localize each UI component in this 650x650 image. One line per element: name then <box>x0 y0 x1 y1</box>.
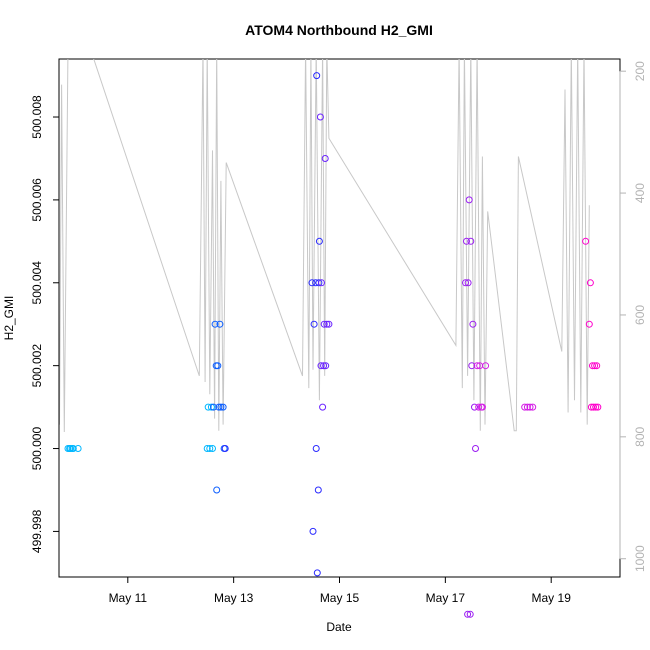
data-point <box>320 320 328 328</box>
data-point <box>472 445 479 452</box>
data-point <box>204 403 212 411</box>
data-point <box>213 486 221 494</box>
data-point <box>585 320 593 328</box>
data-point <box>478 403 486 411</box>
right-tick-label: 800 <box>633 427 647 447</box>
data-point <box>316 113 324 121</box>
depth-profile <box>59 59 590 433</box>
data-point <box>313 569 321 577</box>
x-tick-label: May 15 <box>320 591 360 605</box>
data-point <box>323 320 331 328</box>
x-axis: May 11 May 13 May 15 May 17 May 19 <box>109 576 572 605</box>
data-point <box>312 445 320 452</box>
data-point <box>217 403 225 411</box>
data-point <box>210 403 217 411</box>
data-point <box>464 279 472 287</box>
right-tick-label: 1000 <box>633 545 647 572</box>
data-point <box>69 445 77 452</box>
data-point <box>207 403 215 411</box>
data-point <box>591 362 599 370</box>
data-point <box>463 237 470 245</box>
data-point <box>521 403 529 411</box>
data-point <box>315 237 323 245</box>
x-axis-label: Date <box>326 620 352 634</box>
data-point <box>523 403 531 411</box>
data-point <box>215 403 223 411</box>
data-point <box>313 72 321 80</box>
data-point <box>465 196 473 204</box>
right-tick-label: 600 <box>633 305 647 325</box>
data-point <box>482 362 490 370</box>
data-point <box>468 362 476 370</box>
data-point <box>211 320 219 328</box>
x-tick-label: May 11 <box>109 591 148 605</box>
data-point <box>219 403 227 411</box>
data-point <box>318 279 325 287</box>
y-tick-label: 500.002 <box>30 344 44 388</box>
data-point <box>203 445 211 452</box>
y-tick-label: 500.004 <box>30 261 44 305</box>
data-point <box>319 403 327 411</box>
x-tick-label: May 13 <box>214 591 254 605</box>
data-point <box>221 445 229 452</box>
data-point <box>325 320 333 328</box>
data-point <box>317 362 325 370</box>
x-tick-label: May 19 <box>532 591 572 605</box>
data-point <box>462 279 469 287</box>
x-tick-label: May 17 <box>426 591 466 605</box>
right-tick-label: 400 <box>633 183 647 203</box>
y-tick-label: 500.006 <box>30 178 44 222</box>
chart-title: ATOM4 Northbound H2_GMI <box>245 22 433 38</box>
plot-frame <box>58 58 621 578</box>
y-axis: 499.998 500.000 500.002 500.004 500.006 500.0… <box>30 95 60 553</box>
data-points <box>64 72 602 618</box>
data-point <box>529 403 537 411</box>
data-point <box>206 445 214 452</box>
data-point <box>592 403 600 411</box>
data-point <box>594 403 602 411</box>
depth-profile-line <box>59 59 590 433</box>
data-point <box>464 610 472 618</box>
data-point <box>526 403 534 411</box>
data-point <box>310 320 318 328</box>
data-point <box>214 362 222 370</box>
y-tick-label: 500.008 <box>30 95 44 139</box>
y-tick-label: 500.000 <box>30 427 44 471</box>
data-point <box>466 610 474 618</box>
data-point <box>582 237 590 245</box>
data-point <box>467 237 475 245</box>
data-point <box>590 403 597 411</box>
data-point <box>309 527 317 535</box>
y-tick-label: 499.998 <box>30 509 44 553</box>
data-point <box>314 486 322 494</box>
data-point <box>320 362 328 370</box>
y-axis-label: H2_GMI <box>2 296 16 341</box>
data-point <box>473 362 481 370</box>
data-point <box>209 445 216 452</box>
right-tick-label: 200 <box>633 61 647 81</box>
data-point <box>593 362 601 370</box>
data-point <box>589 362 596 370</box>
data-point <box>475 403 483 411</box>
data-point <box>586 279 594 287</box>
data-point <box>471 403 478 411</box>
data-point <box>315 279 323 287</box>
right-axis: 200 400 600 800 1000 <box>619 61 647 572</box>
data-point <box>322 362 330 370</box>
data-point <box>308 279 316 287</box>
data-point <box>321 155 329 162</box>
data-point <box>74 445 82 452</box>
data-point <box>469 320 477 328</box>
data-point <box>216 320 224 328</box>
